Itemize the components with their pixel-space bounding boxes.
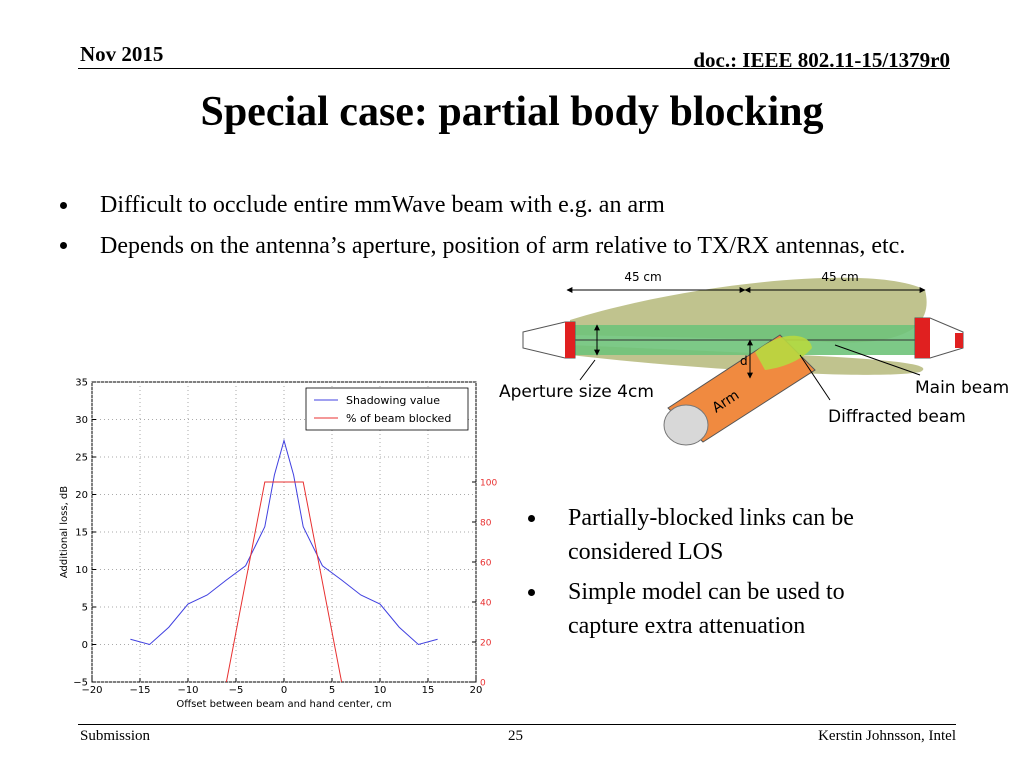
y-tick-label: 10 [75,565,88,576]
y-tick-label: 0 [82,640,88,651]
d-label: d [740,354,748,368]
x-tick-label: −5 [229,685,244,696]
slide-title: Special case: partial body blocking [200,89,824,135]
diffraction-zone [755,335,812,370]
series-line [225,481,343,683]
footer-right: Kerstin Johnsson, Intel [818,728,956,744]
aperture-label: Aperture size 4cm [499,382,654,402]
y2-tick-label: 60 [480,559,492,569]
x-tick-label: −20 [81,685,102,696]
main-beam-label: Main beam [915,378,1009,398]
legend-label: Shadowing value [346,394,440,407]
dimension-label: 45 cm [821,270,858,284]
x-tick-label: 15 [422,685,435,696]
bullet-text: Partially-blocked links can be considere… [568,505,854,565]
x-tick-label: 10 [374,685,387,696]
x-tick-label: −15 [129,685,150,696]
x-axis-label: Offset between beam and hand center, cm [176,699,391,710]
bullet: Difficult to occlude entire mmWave beam … [60,188,920,222]
diffracted-label: Diffracted beam [828,407,966,427]
bullet: Depends on the antenna’s aperture, posit… [60,228,920,264]
y2-tick-label: 40 [480,599,492,609]
callout [799,354,831,401]
antenna-face [565,322,575,358]
legend-label: % of beam blocked [346,412,451,425]
header-rule [78,68,950,69]
footer-rule [78,724,956,725]
chart: −20 −15 −10 −5 0 5 10 15 20−50510152025303502040… [59,378,497,711]
y-axis-label: Additional loss, dB [59,486,70,578]
diagram: 45 cm 45 cm d Aperture size 4cm Arm Main… [499,270,1009,446]
x-tick-label: 5 [329,685,335,696]
antenna-face [915,318,930,358]
x-tick-label: 20 [470,685,483,696]
header-date: Nov 2015 [80,42,164,66]
legend-box [305,387,469,431]
y-tick-label: 5 [82,603,88,614]
series-line [130,438,438,646]
y2-tick-label: 100 [480,479,497,489]
y-tick-label: 25 [75,453,88,464]
bullet: Partially-blocked links can be considere… [528,501,918,569]
y-tick-label: 20 [75,490,88,501]
y2-tick-label: 80 [480,519,492,529]
footer-left: Submission [80,728,151,744]
bullet-dot [528,515,535,522]
y-tick-label: 15 [75,528,88,539]
bullet-text: Depends on the antenna’s aperture, posit… [100,233,906,259]
y2-tick-label: 20 [480,639,492,649]
bullet-dot [60,242,67,249]
y-tick-label: −5 [73,678,88,689]
y2-tick-label: 0 [480,679,486,689]
arm-end [663,404,709,446]
antenna-face [955,333,963,348]
callout [834,344,921,376]
bullet-text: Difficult to occlude entire mmWave beam … [100,192,665,218]
bullet-dot [60,202,67,209]
bullet-text: Simple model can be used to capture extr… [568,579,845,639]
x-tick-label: −10 [177,685,198,696]
y-tick-label: 35 [75,378,88,389]
footer-page: 25 [508,728,523,744]
bullet: Simple model can be used to capture extr… [528,575,918,643]
dimension-label: 45 cm [624,270,661,284]
y-tick-label: 30 [75,415,88,426]
x-tick-label: 0 [281,685,287,696]
bullet-dot [528,589,535,596]
callout [579,359,596,381]
